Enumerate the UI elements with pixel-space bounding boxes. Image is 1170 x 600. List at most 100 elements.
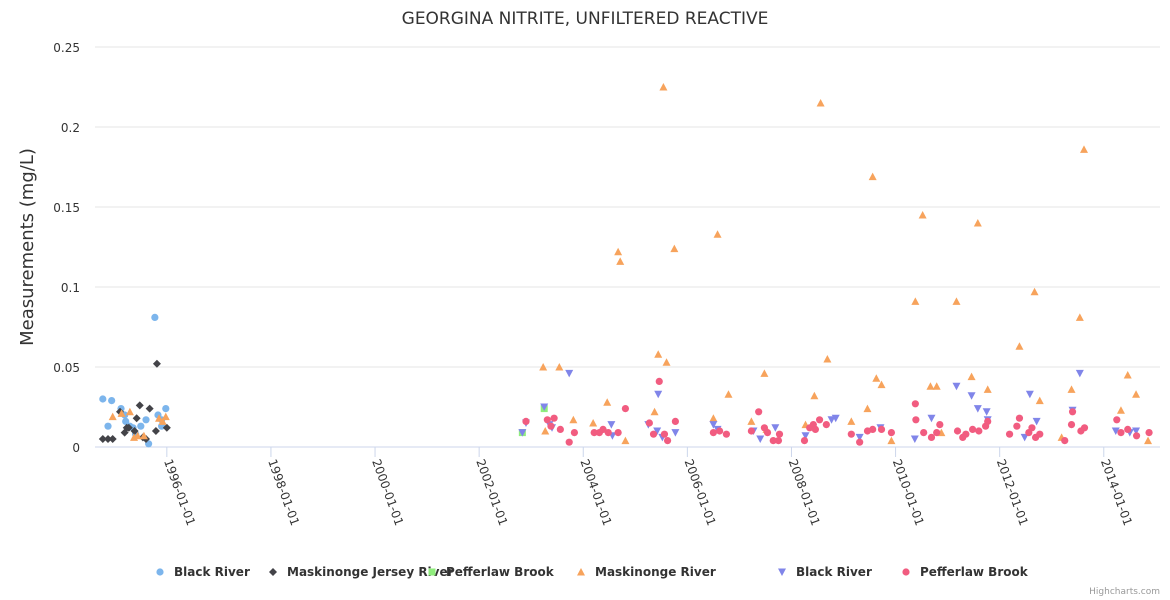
data-point[interactable] [621, 405, 630, 413]
data-point[interactable] [816, 99, 825, 107]
data-point[interactable] [1005, 430, 1014, 438]
data-point[interactable] [912, 416, 920, 424]
data-point[interactable] [887, 436, 896, 445]
data-point[interactable] [771, 424, 780, 432]
data-point[interactable] [982, 408, 991, 416]
data-point[interactable] [760, 369, 769, 377]
data-point[interactable] [887, 429, 896, 437]
data-point[interactable] [543, 416, 551, 424]
legend-item[interactable]: Black River [778, 565, 872, 579]
data-point[interactable] [747, 427, 755, 435]
data-point[interactable] [565, 438, 573, 446]
data-point[interactable] [621, 436, 630, 445]
data-point[interactable] [983, 385, 992, 393]
data-point[interactable] [936, 421, 944, 429]
data-point[interactable] [1145, 429, 1153, 437]
data-point[interactable] [709, 414, 718, 422]
data-point[interactable] [663, 437, 672, 445]
data-point[interactable] [716, 427, 724, 435]
data-point[interactable] [1030, 287, 1039, 296]
data-point[interactable] [1061, 437, 1069, 445]
data-point[interactable] [1132, 390, 1141, 398]
data-point[interactable] [1080, 145, 1089, 153]
data-point[interactable] [137, 422, 145, 430]
data-point[interactable] [756, 435, 765, 444]
data-point[interactable] [962, 430, 970, 438]
data-point[interactable] [967, 392, 976, 400]
data-point[interactable] [135, 401, 144, 410]
data-point[interactable] [1132, 432, 1141, 440]
data-point[interactable] [847, 430, 855, 438]
data-point[interactable] [984, 417, 992, 425]
data-point[interactable] [775, 430, 784, 438]
data-point[interactable] [755, 408, 763, 416]
data-point[interactable] [151, 427, 160, 435]
data-point[interactable] [145, 404, 154, 413]
data-point[interactable] [1123, 371, 1132, 379]
data-point[interactable] [856, 438, 864, 446]
data-point[interactable] [570, 429, 579, 437]
data-point[interactable] [722, 430, 731, 438]
data-point[interactable] [654, 350, 663, 358]
data-point[interactable] [671, 429, 680, 437]
legend-item[interactable]: Maskinonge Jersey River [269, 565, 454, 579]
legend-item[interactable]: Pefferlaw Brook [902, 565, 1029, 579]
data-point[interactable] [671, 417, 679, 425]
data-point[interactable] [1068, 408, 1077, 416]
data-point[interactable] [104, 422, 112, 430]
data-point[interactable] [155, 414, 164, 422]
data-point[interactable] [655, 377, 663, 385]
data-point[interactable] [603, 398, 612, 406]
data-point[interactable] [122, 417, 130, 425]
data-point[interactable] [973, 219, 982, 227]
legend-marker-icon[interactable] [902, 568, 910, 576]
data-point[interactable] [1028, 424, 1036, 432]
data-point[interactable] [654, 390, 663, 399]
data-point[interactable] [920, 429, 928, 437]
data-point[interactable] [556, 425, 564, 433]
data-point[interactable] [863, 404, 872, 413]
data-point[interactable] [713, 230, 722, 238]
data-point[interactable] [831, 414, 840, 423]
data-point[interactable] [933, 429, 941, 437]
data-point[interactable] [953, 427, 962, 435]
data-point[interactable] [911, 297, 920, 305]
data-point[interactable] [162, 405, 170, 413]
data-point[interactable] [142, 416, 150, 424]
legend-marker-icon[interactable] [269, 568, 277, 576]
data-point[interactable] [162, 423, 171, 432]
data-point[interactable] [614, 429, 622, 437]
data-point[interactable] [133, 431, 142, 440]
data-point[interactable] [104, 435, 113, 443]
legend-item[interactable]: Black River [156, 565, 250, 579]
data-point[interactable] [747, 417, 756, 425]
data-point[interactable] [911, 400, 919, 408]
data-point[interactable] [1025, 390, 1034, 399]
data-point[interactable] [1132, 427, 1141, 436]
data-point[interactable] [1015, 342, 1024, 350]
legend-marker-icon[interactable] [577, 568, 585, 576]
legend-marker-icon[interactable] [156, 568, 164, 576]
data-point[interactable] [932, 382, 941, 390]
data-point[interactable] [774, 437, 783, 445]
legend-marker-icon[interactable] [428, 568, 436, 576]
data-point[interactable] [522, 417, 530, 425]
credits-link[interactable]: Highcharts.com [1089, 587, 1160, 597]
data-point[interactable] [99, 395, 107, 403]
data-point[interactable] [815, 416, 824, 424]
data-point[interactable] [132, 414, 141, 423]
data-point[interactable] [823, 355, 832, 363]
data-point[interactable] [569, 415, 578, 424]
data-point[interactable] [555, 363, 564, 371]
data-point[interactable] [616, 257, 625, 265]
data-point[interactable] [660, 430, 669, 438]
data-point[interactable] [130, 427, 139, 435]
data-point[interactable] [161, 412, 170, 421]
data-point[interactable] [158, 417, 167, 425]
data-point[interactable] [653, 427, 662, 436]
data-point[interactable] [108, 435, 117, 443]
data-point[interactable] [1020, 433, 1029, 442]
data-point[interactable] [589, 419, 598, 427]
data-point[interactable] [518, 429, 527, 437]
data-point[interactable] [1035, 396, 1044, 405]
